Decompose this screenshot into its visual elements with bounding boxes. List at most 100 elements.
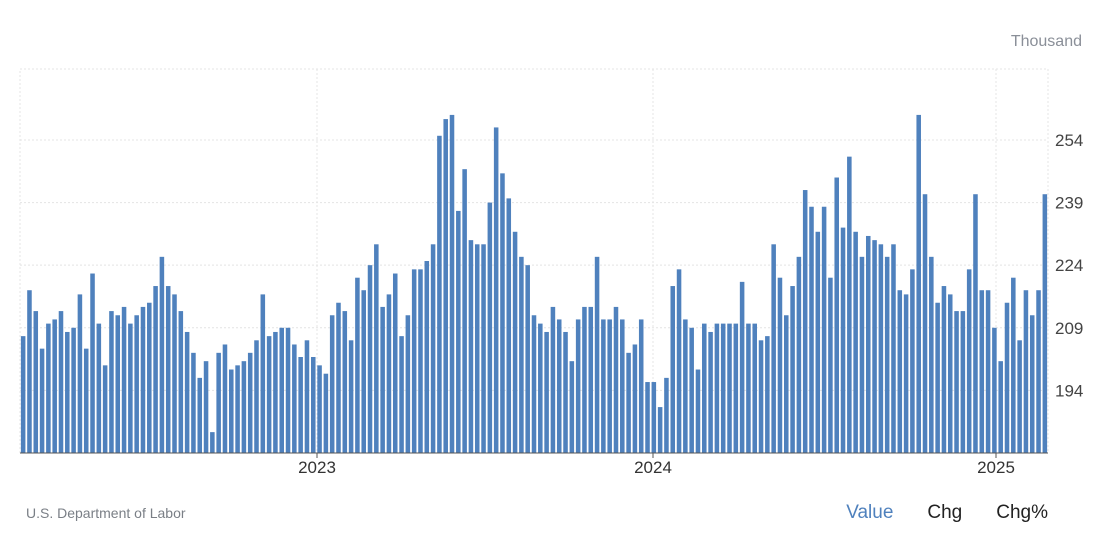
bar [544, 331, 549, 453]
bar [348, 340, 354, 453]
bar [531, 315, 537, 453]
bar [840, 227, 846, 453]
bar [897, 290, 903, 453]
change-toggle[interactable]: Chg [927, 502, 963, 523]
y-tick-label: 254 [1055, 131, 1083, 150]
bar [304, 340, 310, 453]
bar [20, 336, 26, 453]
unit-label: Thousand [1010, 33, 1082, 50]
bar [134, 315, 139, 453]
bar [285, 327, 291, 453]
bar [159, 256, 165, 453]
y-tick-label: 194 [1055, 381, 1083, 400]
bar [1023, 290, 1029, 453]
bar [582, 306, 587, 453]
bar [481, 244, 486, 453]
bar [708, 331, 713, 453]
bar [399, 336, 404, 453]
bar [380, 306, 385, 453]
bar [77, 294, 83, 453]
bar [651, 382, 657, 453]
bar [443, 119, 448, 453]
bar [733, 323, 739, 453]
bar [456, 210, 461, 453]
bar [210, 432, 215, 453]
bar [973, 194, 978, 453]
bar [449, 114, 455, 453]
bar [979, 290, 985, 453]
bar [147, 302, 152, 453]
bar [405, 315, 411, 453]
bar [241, 361, 247, 453]
bar [27, 290, 32, 453]
bar [613, 306, 619, 453]
bar [336, 302, 341, 453]
bar [197, 377, 203, 453]
bar [329, 315, 335, 453]
bar [165, 286, 171, 453]
bar [96, 323, 102, 453]
bar [342, 311, 348, 453]
bar [355, 277, 360, 453]
bar [411, 269, 417, 453]
bar [254, 340, 259, 453]
bar [90, 273, 95, 453]
x-tick-label: 2024 [634, 458, 672, 477]
bar [746, 323, 751, 453]
bar [247, 352, 253, 453]
bar [512, 231, 518, 453]
bar [128, 323, 133, 453]
bar [550, 306, 556, 453]
bar [474, 244, 480, 453]
bar [109, 311, 114, 453]
bar [367, 265, 373, 453]
bar [58, 311, 64, 453]
value-toggle[interactable]: Value [846, 502, 894, 523]
bar [657, 407, 663, 453]
bar [556, 319, 562, 453]
bar [140, 306, 146, 453]
bar [947, 294, 953, 453]
bar [563, 331, 568, 453]
bar [941, 286, 947, 453]
bar [891, 244, 896, 453]
bar [65, 331, 70, 453]
bar [601, 319, 606, 453]
bar [727, 323, 732, 453]
change-percent-toggle[interactable]: Chg% [996, 502, 1048, 523]
bar [910, 269, 915, 453]
bar [853, 231, 858, 453]
bar [468, 240, 474, 453]
bar [739, 281, 745, 453]
y-tick-label: 209 [1055, 319, 1083, 338]
bar [878, 244, 884, 453]
bar [386, 294, 392, 453]
bar [229, 369, 234, 453]
bar [33, 311, 39, 453]
bar [222, 344, 228, 453]
bar [115, 315, 121, 453]
bar [39, 348, 45, 453]
bar [903, 294, 909, 453]
bar [954, 311, 959, 453]
bar [500, 173, 505, 453]
bar [506, 198, 512, 453]
bar [235, 365, 240, 453]
bar [777, 277, 783, 453]
bar [191, 352, 196, 453]
bar [632, 344, 638, 453]
bar [664, 377, 669, 453]
bar [418, 269, 423, 453]
bar [720, 323, 726, 453]
bar [1036, 290, 1041, 453]
bar [184, 331, 190, 453]
bar [525, 265, 530, 453]
bar [1042, 194, 1048, 453]
bar [998, 361, 1003, 453]
bar [620, 319, 625, 453]
bar [493, 127, 499, 454]
bar [538, 323, 543, 453]
bar [121, 306, 127, 453]
bar [216, 352, 221, 453]
